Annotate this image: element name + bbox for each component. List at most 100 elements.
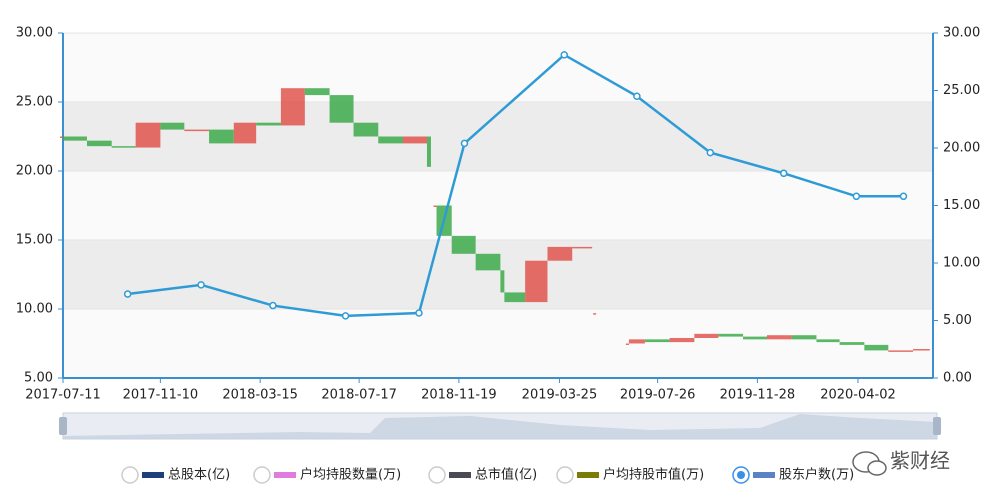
candle [525,260,548,303]
candle [628,339,645,344]
candle [766,335,792,340]
y-tick-label: 10.00 [16,302,53,317]
grid-band [63,309,933,378]
legend-item[interactable]: 股东户数(万) [732,466,854,484]
watermark: 紫财经 [852,449,950,476]
candle [669,337,695,343]
candle [644,339,670,343]
candle [864,344,889,351]
wechat-icon [867,460,887,476]
line-point [460,139,469,148]
candle [426,136,431,167]
candle [888,350,914,352]
candle [816,339,840,343]
zoom-handle[interactable] [933,417,941,435]
candle [433,205,437,207]
y2-tick-label: 20.00 [943,141,980,156]
legend-label: 总股本(亿) [168,468,230,483]
candle [504,292,526,303]
x-tick-label: 2020-04-02 [820,388,896,403]
candle [743,336,767,340]
legend-toggle [121,466,139,484]
legend-item[interactable]: 户均持股数量(万) [253,466,401,484]
line-point [269,301,277,310]
y-tick-label: 20.00 [16,164,53,179]
candle [913,349,930,351]
x-tick-label: 2017-07-11 [25,388,101,403]
y-tick-label: 15.00 [16,233,53,248]
legend-label: 总市值(亿) [475,467,537,483]
candle [304,88,330,96]
y2-tick-label: 10.00 [943,256,980,271]
line-point [852,192,861,201]
y2-tick-label: 25.00 [943,83,980,98]
line-point [899,192,908,201]
legend-toggle [556,466,574,484]
line-point [633,92,641,100]
candle [86,140,112,147]
candle [135,122,161,148]
x-tick-label: 2019-03-25 [522,388,598,403]
legend-label: 户均持股数量(万) [300,467,401,483]
watermark-text: 紫财经 [890,449,950,473]
candle [329,95,354,123]
legend-swatch [753,472,775,478]
candle [694,333,719,338]
x-tick-label: 2019-07-26 [620,388,696,403]
legend-swatch [577,472,599,478]
y2-tick-label: 5.00 [943,313,972,328]
legend-item[interactable]: 总市值(亿) [428,466,537,484]
legend-toggle [428,466,446,484]
candle [625,343,629,345]
legend-toggle-dot [737,471,745,479]
legend-toggle [253,466,271,484]
candle [403,136,427,144]
candle [280,88,305,126]
grid-band [63,33,933,102]
candle [63,136,87,141]
line-point [197,281,205,289]
candle [500,270,505,293]
y-tick-label: 30.00 [16,26,53,41]
line-point [706,148,715,157]
candle [839,342,865,345]
candle [475,253,501,271]
zoom-handle[interactable] [59,417,67,435]
candle [233,122,257,144]
candle [791,335,817,340]
candle [718,333,744,337]
line-point [779,169,788,178]
line-point [415,309,423,317]
legend-item[interactable]: 户均持股市值(万) [556,466,704,484]
line [127,53,904,318]
x-tick-label: 2018-03-15 [222,388,298,403]
zoom-preview [63,414,937,439]
data-zoom [59,412,941,440]
candle [593,313,597,315]
candle [451,235,476,254]
candle [353,122,379,137]
candle [111,146,136,148]
candle [572,246,593,249]
y2-tick-label: 30.00 [943,26,980,41]
legend-swatch [449,472,471,478]
candle [160,122,185,130]
legend-item[interactable]: 总股本(亿) [121,466,230,484]
candle [60,136,63,138]
x-tick-label: 2018-11-19 [421,388,497,403]
grid-band [63,240,933,309]
grid-band [63,171,933,240]
y2-tick-label: 15.00 [943,198,980,213]
candle [378,136,404,144]
x-tick-label: 2018-07-17 [321,388,397,403]
x-tick-label: 2017-11-10 [123,388,199,403]
candle [184,129,210,132]
legend-label: 户均持股市值(万) [603,467,704,483]
candle [547,246,573,261]
candle [209,129,234,144]
legend-label: 股东户数(万) [779,467,854,483]
y2-tick-label: 0.00 [943,371,972,386]
x-tick-label: 2019-11-28 [720,388,796,403]
candle [256,122,281,126]
